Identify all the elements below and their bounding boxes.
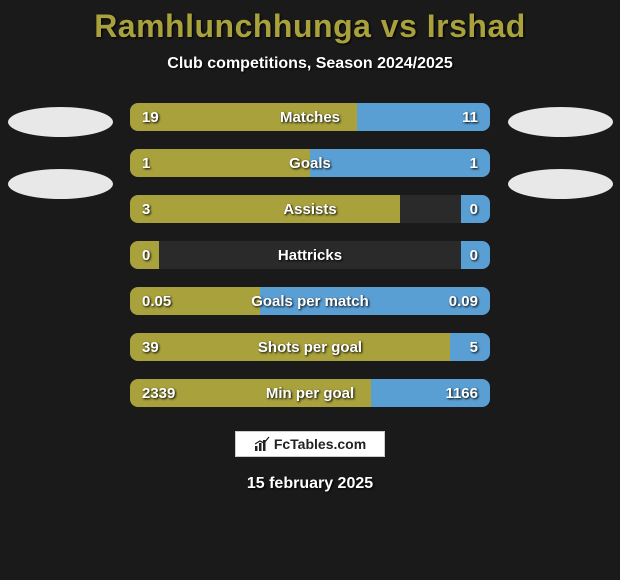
stat-row-goals-per-match: 0.05 0.09 Goals per match (130, 287, 490, 315)
stat-bar-left (130, 195, 400, 223)
stat-row-goals: 1 1 Goals (130, 149, 490, 177)
stat-value-left: 1 (142, 149, 150, 177)
stat-bar-left (130, 333, 450, 361)
stat-value-right: 11 (462, 103, 478, 131)
page-subtitle: Club competitions, Season 2024/2025 (167, 55, 452, 73)
stat-value-right: 0 (470, 195, 478, 223)
stat-value-right: 1 (470, 149, 478, 177)
stat-bar-left (130, 149, 310, 177)
stat-row-hattricks: 0 0 Hattricks (130, 241, 490, 269)
right-icon-column (500, 103, 620, 199)
left-player-ellipse-2 (8, 169, 113, 199)
stat-value-right: 0 (470, 241, 478, 269)
right-player-ellipse-1 (508, 107, 613, 137)
stats-bars: 19 11 Matches 1 1 Goals 3 0 Assists (130, 103, 490, 407)
comparison-infographic: Ramhlunchhunga vs Irshad Club competitio… (0, 0, 620, 580)
date-label: 15 february 2025 (247, 475, 373, 493)
stat-value-left: 39 (142, 333, 159, 361)
chart-area: 19 11 Matches 1 1 Goals 3 0 Assists (0, 103, 620, 407)
stat-row-assists: 3 0 Assists (130, 195, 490, 223)
branding-badge: FcTables.com (235, 431, 385, 457)
stat-value-left: 19 (142, 103, 159, 131)
stat-value-right: 0.09 (449, 287, 478, 315)
stat-value-left: 2339 (142, 379, 175, 407)
stat-value-left: 3 (142, 195, 150, 223)
stat-row-matches: 19 11 Matches (130, 103, 490, 131)
stat-value-left: 0 (142, 241, 150, 269)
stat-value-right: 1166 (445, 379, 478, 407)
chart-up-icon (254, 436, 270, 452)
stat-row-shots-per-goal: 39 5 Shots per goal (130, 333, 490, 361)
page-title: Ramhlunchhunga vs Irshad (94, 8, 526, 45)
stat-value-right: 5 (470, 333, 478, 361)
left-icon-column (0, 103, 120, 199)
stat-label: Hattricks (130, 241, 490, 269)
stat-bar-left (130, 103, 357, 131)
stat-value-left: 0.05 (142, 287, 171, 315)
right-player-ellipse-2 (508, 169, 613, 199)
stat-bar-right (310, 149, 490, 177)
left-player-ellipse-1 (8, 107, 113, 137)
branding-text: FcTables.com (274, 436, 366, 452)
stat-row-min-per-goal: 2339 1166 Min per goal (130, 379, 490, 407)
